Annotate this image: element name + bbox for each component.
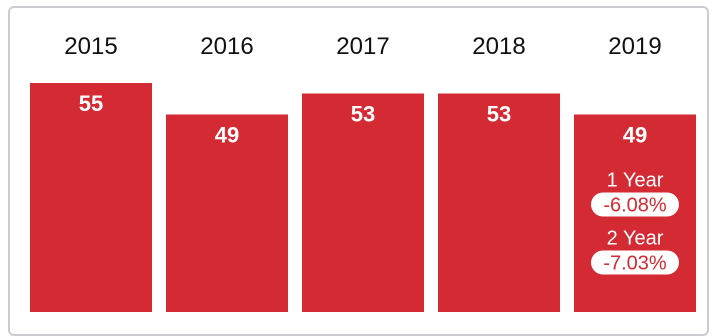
year-label-2015: 2015 <box>64 33 117 60</box>
bar-2017 <box>302 93 424 312</box>
change-label-2: 2 Year <box>607 228 664 250</box>
change-pill-1 <box>591 192 679 217</box>
bar-2016 <box>166 114 288 312</box>
change-pill-2 <box>591 250 679 275</box>
value-label-2018: 53 <box>487 102 511 127</box>
bar-2018 <box>438 93 560 312</box>
year-label-2019: 2019 <box>608 33 661 60</box>
value-label-2019: 49 <box>623 123 647 148</box>
value-label-2016: 49 <box>215 123 239 148</box>
change-value-1: -6.08% <box>603 195 667 217</box>
year-label-2017: 2017 <box>336 33 389 60</box>
bar-2015 <box>30 83 152 312</box>
year-label-2016: 2016 <box>200 33 253 60</box>
value-label-2015: 55 <box>79 91 103 116</box>
bar-chart: 2015 55 2016 49 2017 53 2018 53 2019 49 1 Year -6.0… <box>30 33 696 312</box>
value-label-2017: 53 <box>351 102 375 127</box>
change-label-1: 1 Year <box>607 170 664 192</box>
year-label-2018: 2018 <box>472 33 525 60</box>
change-value-2: -7.03% <box>603 253 667 275</box>
